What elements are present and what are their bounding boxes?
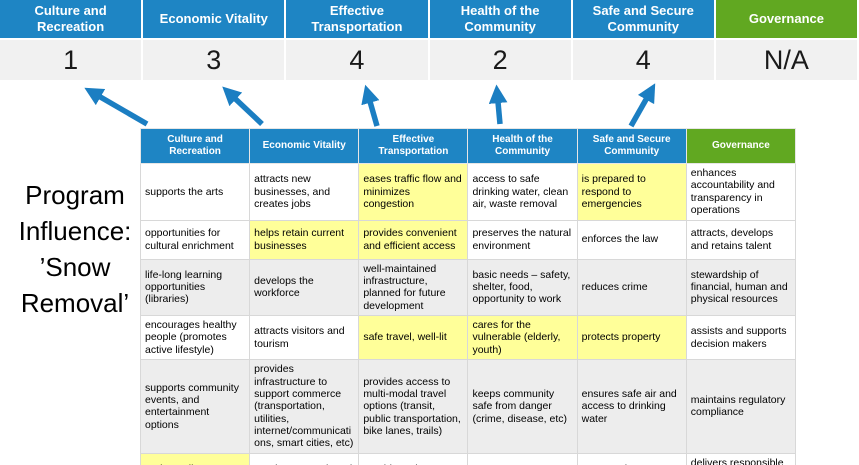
matrix-cell: safe travel, well-lit — [358, 314, 469, 361]
scorecard: Culture and Recreation Economic Vitality E… — [0, 0, 857, 80]
matrix-header-culture-and-recreation: Culture and Recreation — [139, 128, 251, 164]
influence-arrow — [222, 86, 264, 127]
scorecard-score-row: 1 3 4 2 4 N/A — [0, 40, 857, 80]
matrix-cell: protects property — [576, 314, 687, 361]
matrix-cell: eases traffic flow and minimizes congest… — [358, 163, 469, 221]
matrix-header-effective-transportation: Effective Transportation — [358, 128, 469, 164]
scorecard-score-economic-vitality: 3 — [143, 40, 285, 80]
program-influence-label: Program Influence: ’Snow Removal’ — [18, 180, 132, 318]
matrix-cell: maintains regulatory compliance — [685, 359, 797, 454]
influence-arrow — [488, 84, 508, 125]
matrix-cell: keeps community safe from danger (crime,… — [467, 359, 578, 454]
matrix-cell: well-maintained infrastructure, planned … — [358, 258, 469, 316]
matrix-cell: assists and supports decision makers — [685, 314, 797, 361]
matrix-cell: reduces crime — [576, 258, 687, 316]
matrix-header-safe-and-secure-community: Safe and Secure Community — [576, 128, 687, 164]
matrix-cell: develops the workforce — [249, 258, 360, 316]
matrix-cell: life-long learning opportunities (librar… — [139, 258, 251, 316]
matrix-row-1: supports the arts attracts new businesses… — [139, 163, 797, 221]
matrix-header-row: Culture and Recreation Economic Vitality E… — [139, 128, 797, 164]
matrix-cell: opportunities for cultural enrichment — [139, 219, 251, 260]
matrix-row-4: encourages healthy people (promotes acti… — [139, 314, 797, 361]
matrix-cell: parks, trails, open spaces — [139, 452, 251, 465]
scorecard-header-culture-and-recreation: Culture and Recreation — [0, 0, 142, 38]
matrix-cell: enhances accountability and transparency… — [685, 163, 797, 221]
matrix-cell: access to safe drinking water, clean air… — [467, 163, 578, 221]
matrix-header-health-of-the-community: Health of the Community — [467, 128, 578, 164]
matrix-header-economic-vitality: Economic Vitality — [249, 128, 360, 164]
influence-matrix: Culture and Recreation Economic Vitality E… — [139, 128, 797, 465]
matrix-cell: preserves the natural environment — [467, 219, 578, 260]
matrix-cell: provides convenient and efficient access — [358, 219, 469, 260]
matrix-cell: provides adequate parking — [358, 452, 469, 465]
matrix-cell: attracts new businesses, and creates job… — [249, 163, 360, 221]
matrix-cell: basic needs – safety, shelter, food, opp… — [467, 258, 578, 316]
matrix-cell: provides infrastructure to support comme… — [249, 359, 360, 454]
scorecard-score-governance: N/A — [715, 40, 857, 80]
scorecard-header-effective-transportation: Effective Transportation — [286, 0, 428, 38]
scorecard-header-safe-and-secure-community: Safe and Secure Community — [572, 0, 714, 38]
matrix-cell: ensures safe air and access to drinking … — [576, 359, 687, 454]
matrix-cell: is prepared to respond to emergencies — [576, 163, 687, 221]
scorecard-score-health-of-the-community: 2 — [429, 40, 571, 80]
matrix-cell: enforces the law — [576, 219, 687, 260]
matrix-body: supports the arts attracts new businesses… — [139, 163, 797, 465]
matrix-cell: helps retain current businesses — [249, 219, 360, 260]
matrix-cell: protects the environment — [576, 452, 687, 465]
influence-arrows — [84, 83, 656, 128]
influence-arrow — [361, 84, 380, 127]
scorecard-header-governance: Governance — [715, 0, 857, 38]
matrix-cell: encourages healthy people (promotes acti… — [139, 314, 251, 361]
matrix-cell: supports community events, and entertain… — [139, 359, 251, 454]
influence-arrow — [84, 87, 149, 127]
scorecard-header-economic-vitality: Economic Vitality — [143, 0, 285, 38]
scorecard-header-row: Culture and Recreation Economic Vitality E… — [0, 0, 857, 38]
scorecard-score-safe-and-secure-community: 4 — [572, 40, 714, 80]
scorecard-header-health-of-the-community: Health of the Community — [429, 0, 571, 38]
matrix-cell: provides access to multi-modal travel op… — [358, 359, 469, 454]
influence-arrow — [628, 83, 656, 128]
matrix-cell: delivers responsible and courteous servi… — [685, 452, 797, 465]
matrix-cell: attracts, develops and retains talent — [685, 219, 797, 260]
matrix-row-5: supports community events, and entertain… — [139, 359, 797, 454]
matrix-row-3: life-long learning opportunities (librar… — [139, 258, 797, 316]
scorecard-score-culture-and-recreation: 1 — [0, 40, 142, 80]
scorecard-score-effective-transportation: 4 — [286, 40, 428, 80]
matrix-header-governance: Governance — [685, 128, 797, 164]
matrix-cell: access to health care — [467, 452, 578, 465]
matrix-row-2: opportunities for cultural enrichment hel… — [139, 219, 797, 260]
matrix-row-6: parks, trails, open spacesregulates grow… — [139, 452, 797, 465]
matrix-cell: regulates growth and development — [249, 452, 360, 465]
matrix-cell: cares for the vulnerable (elderly, youth… — [467, 314, 578, 361]
matrix-cell: supports the arts — [139, 163, 251, 221]
matrix-cell: attracts visitors and tourism — [249, 314, 360, 361]
matrix-cell: stewardship of financial, human and phys… — [685, 258, 797, 316]
